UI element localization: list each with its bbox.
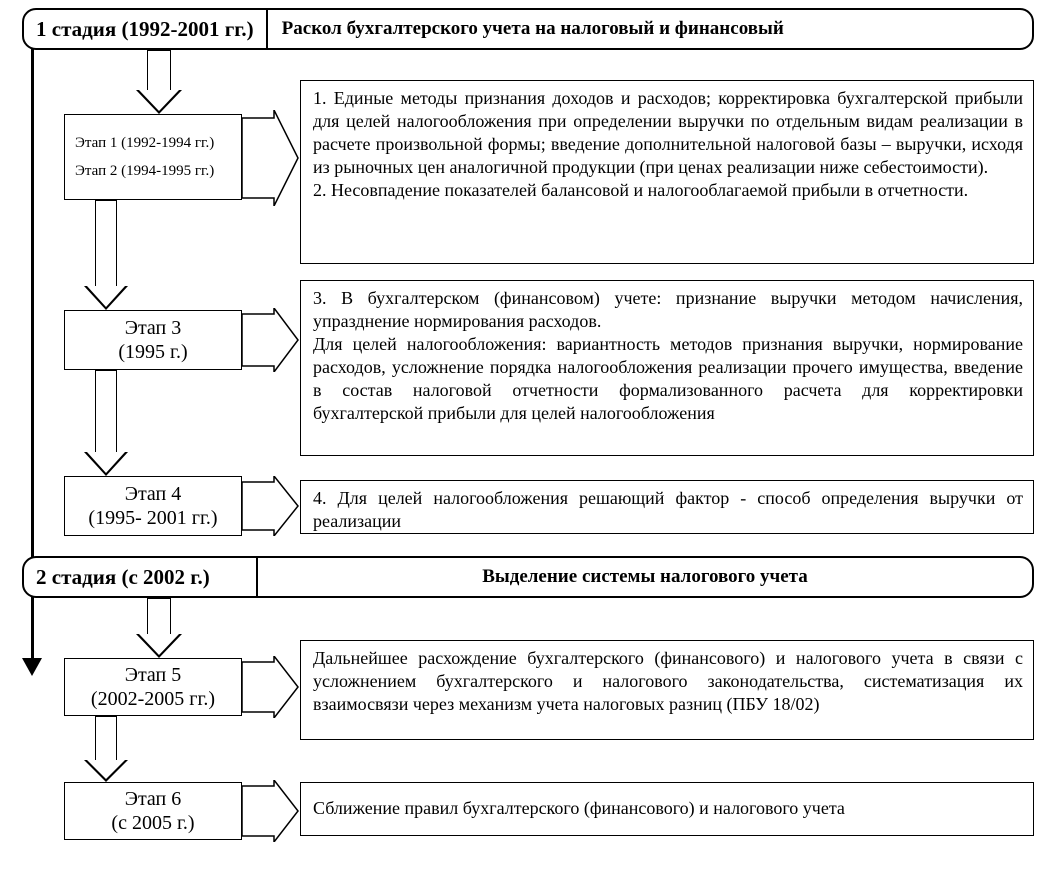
connector-etap5 (242, 656, 300, 718)
etap3-years: (1995 г.) (71, 340, 235, 364)
arrow-stage2-to-etap5 (136, 598, 182, 658)
desc-etap3: 3. В бухгалтерском (финансовом) учете: п… (300, 280, 1034, 456)
stage1-header: 1 стадия (1992-2001 гг.) Раскол бухгалте… (22, 8, 1034, 50)
desc-etap4: 4. Для целей налогообложения решающий фа… (300, 480, 1034, 534)
etap5-years: (2002-2005 гг.) (71, 687, 235, 711)
etap3-title: Этап 3 (71, 316, 235, 340)
etap6-title: Этап 6 (71, 787, 235, 811)
timeline-arrowhead (22, 658, 42, 676)
arrow-stage1-to-etap12 (136, 50, 182, 114)
stage1-header-left: 1 стадия (1992-2001 гг.) (24, 10, 268, 48)
connector-etap12 (242, 110, 300, 206)
etap6-box: Этап 6 (с 2005 г.) (64, 782, 242, 840)
etap4-title: Этап 4 (71, 482, 235, 506)
etap1-2-box: Этап 1 (1992-1994 гг.) Этап 2 (1994-1995… (64, 114, 242, 200)
etap5-title: Этап 5 (71, 663, 235, 687)
connector-etap6 (242, 780, 300, 842)
flowchart-canvas: 1 стадия (1992-2001 гг.) Раскол бухгалте… (0, 0, 1064, 874)
connector-etap4 (242, 476, 300, 536)
etap2-label: Этап 2 (1994-1995 гг.) (75, 162, 231, 180)
stage2-header: 2 стадия (с 2002 г.) Выделение системы н… (22, 556, 1034, 598)
stage1-header-right: Раскол бухгалтерского учета на налоговый… (268, 10, 1032, 48)
desc-etap6: Сближение правил бухгалтерского (финансо… (300, 782, 1034, 836)
etap6-years: (с 2005 г.) (71, 811, 235, 835)
etap1-label: Этап 1 (1992-1994 гг.) (75, 134, 231, 152)
etap5-box: Этап 5 (2002-2005 гг.) (64, 658, 242, 716)
arrow-etap12-to-etap3 (84, 200, 128, 310)
connector-etap3 (242, 308, 300, 372)
desc-etap12: 1. Единые методы признания доходов и рас… (300, 80, 1034, 264)
stage2-header-left: 2 стадия (с 2002 г.) (24, 558, 258, 596)
etap3-box: Этап 3 (1995 г.) (64, 310, 242, 370)
etap4-box: Этап 4 (1995- 2001 гг.) (64, 476, 242, 536)
arrow-etap3-to-etap4 (84, 370, 128, 476)
stage2-header-right: Выделение системы налогового учета (258, 558, 1032, 596)
etap4-years: (1995- 2001 гг.) (71, 506, 235, 530)
desc-etap5: Дальнейшее расхождение бухгалтерского (ф… (300, 640, 1034, 740)
arrow-etap5-to-etap6 (84, 716, 128, 782)
